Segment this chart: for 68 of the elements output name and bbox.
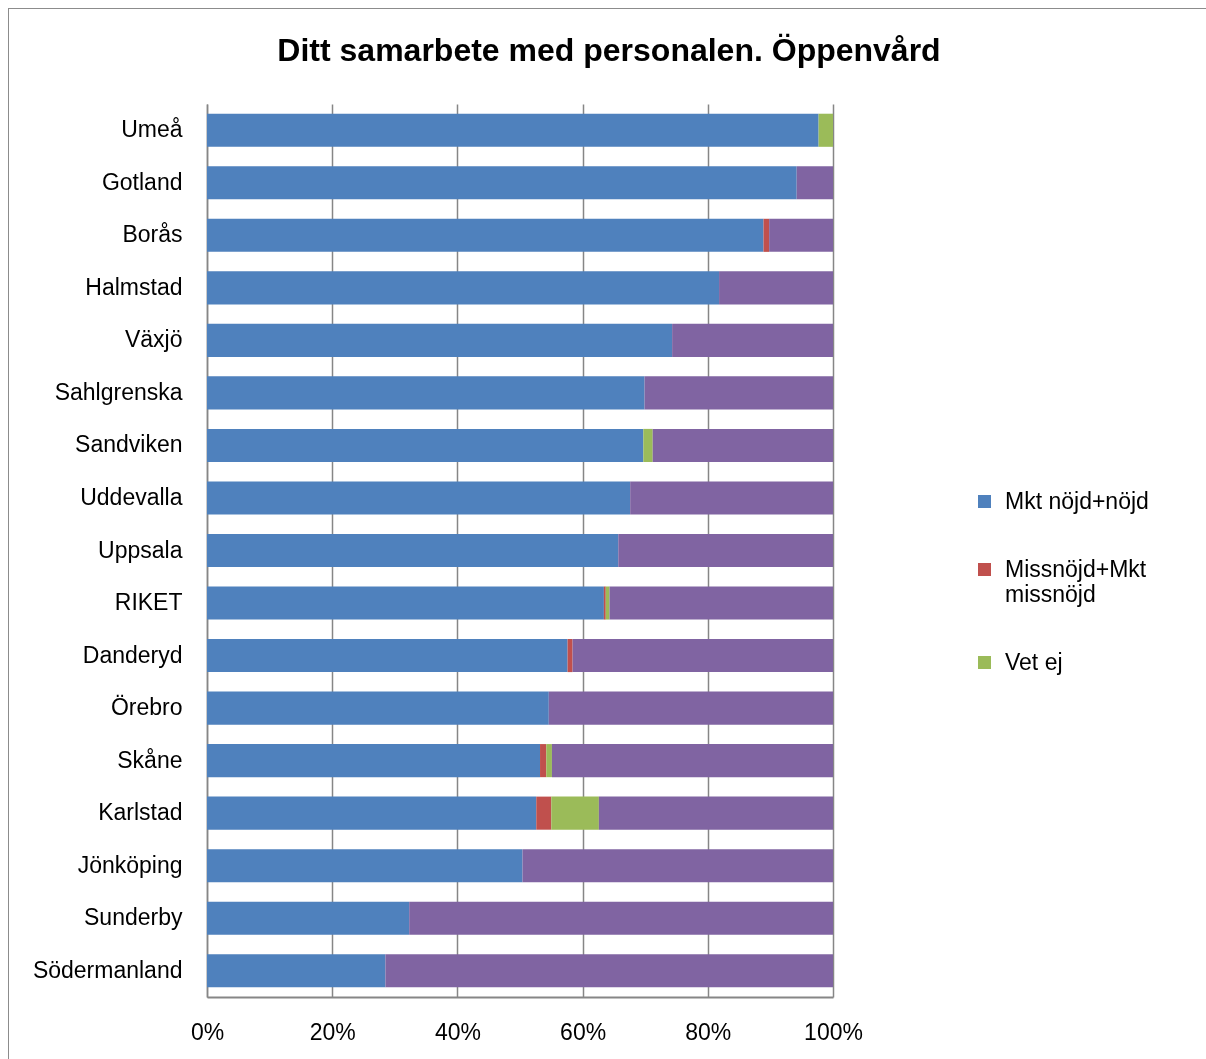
bar <box>540 744 547 778</box>
bar <box>207 691 549 725</box>
y-tick-label: Borås <box>122 221 183 248</box>
legend-label: Missnöjd+Mkt missnöjd <box>1005 555 1147 607</box>
bar <box>207 481 631 515</box>
bar <box>522 849 833 883</box>
x-tick-label: 20% <box>309 1018 356 1045</box>
y-tick-label: Skåne <box>117 746 183 773</box>
bar <box>644 376 833 410</box>
bar <box>207 796 537 830</box>
bar <box>207 428 644 462</box>
bar <box>207 954 386 988</box>
y-tick-label: Södermanland <box>32 956 183 983</box>
y-tick-label: Sahlgrenska <box>54 378 183 405</box>
bar <box>207 218 764 252</box>
bar <box>672 323 833 357</box>
x-tick-label: 100% <box>804 1018 863 1045</box>
x-tick-label: 40% <box>434 1018 481 1045</box>
bar <box>207 376 645 410</box>
bar <box>643 428 653 462</box>
bar <box>207 901 410 935</box>
y-tick-label: RIKET <box>114 589 183 616</box>
bar <box>207 744 541 778</box>
x-tick-label: 60% <box>560 1018 607 1045</box>
y-tick-label: Danderyd <box>82 641 183 668</box>
y-tick-label: Örebro <box>110 694 183 721</box>
y-tick-label: Växjö <box>124 326 183 353</box>
bar <box>796 166 833 200</box>
y-tick-label: Uddevalla <box>80 483 183 510</box>
legend-label: Vet ej <box>1005 648 1063 675</box>
y-tick-label: Uppsala <box>98 536 183 563</box>
bar <box>609 586 833 620</box>
bar <box>551 796 599 830</box>
bar <box>207 586 604 620</box>
bar <box>207 271 720 305</box>
bar <box>409 901 833 935</box>
bar <box>719 271 833 305</box>
bar <box>207 639 568 673</box>
y-tick-label: Halmstad <box>85 273 183 300</box>
bar <box>818 113 833 147</box>
bar <box>605 586 610 620</box>
y-tick-label: Sandviken <box>75 431 183 458</box>
bar <box>652 428 833 462</box>
y-tick-label: Jönköping <box>77 851 183 878</box>
bar <box>630 481 833 515</box>
x-tick-label: 80% <box>685 1018 732 1045</box>
legend-label: Mkt nöjd+nöjd <box>1005 487 1149 514</box>
x-tick-label: 0% <box>190 1018 225 1045</box>
chart-title: Ditt samarbete med personalen. Öppenvård <box>277 32 941 68</box>
y-tick-label: Gotland <box>101 168 183 195</box>
bar <box>546 744 552 778</box>
bar <box>598 796 833 830</box>
y-tick-label: Umeå <box>121 116 183 143</box>
bar <box>572 639 833 673</box>
bar <box>548 691 833 725</box>
bar <box>207 533 619 568</box>
bar <box>385 954 833 988</box>
bar <box>567 639 573 673</box>
bar <box>551 744 833 778</box>
bar <box>536 796 552 830</box>
bar <box>207 849 523 883</box>
bar <box>207 166 797 200</box>
bar <box>618 533 833 568</box>
bar <box>207 113 819 147</box>
bar <box>769 218 833 252</box>
y-tick-label: Karlstad <box>98 799 183 826</box>
y-tick-label: Sunderby <box>84 904 183 931</box>
bar <box>207 323 673 357</box>
